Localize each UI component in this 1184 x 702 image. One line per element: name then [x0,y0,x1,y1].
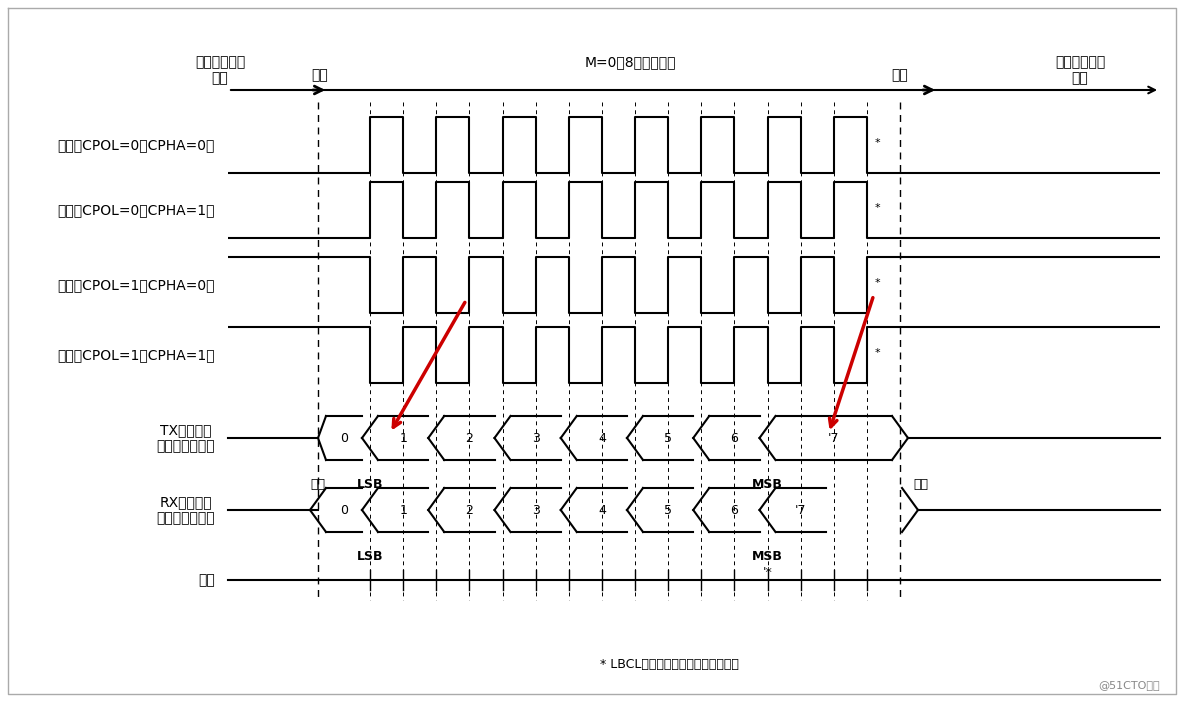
Text: '7: '7 [794,503,806,517]
Text: RX上的数据
（来自从器件）: RX上的数据 （来自从器件） [156,495,215,525]
Text: 0: 0 [340,432,348,444]
Text: 启动: 启动 [311,68,328,82]
Text: 停止: 停止 [913,478,928,491]
Text: '*: '* [762,566,772,579]
Text: *: * [875,138,881,148]
Text: 1: 1 [399,432,407,444]
Text: * LBCL位控制最后一个数据时钟脉冲: * LBCL位控制最后一个数据时钟脉冲 [600,658,739,672]
Text: 6: 6 [731,503,739,517]
Text: 时钟（CPOL=1、CPHA=1）: 时钟（CPOL=1、CPHA=1） [57,348,215,362]
Text: 6: 6 [731,432,739,444]
Text: 1: 1 [399,503,407,517]
Text: 2: 2 [465,503,474,517]
Text: '7: '7 [828,432,839,444]
Text: M=0（8个数据位）: M=0（8个数据位） [584,55,676,69]
Text: 3: 3 [532,432,540,444]
Text: 3: 3 [532,503,540,517]
Text: MSB: MSB [752,478,783,491]
Text: 空闲或上一次
发送: 空闲或上一次 发送 [195,55,245,85]
Text: 4: 4 [598,432,606,444]
Text: 时钟（CPOL=0、CPHA=1）: 时钟（CPOL=0、CPHA=1） [58,203,215,217]
Text: *: * [875,203,881,213]
Text: LSB: LSB [356,550,384,563]
Text: 2: 2 [465,432,474,444]
Text: LSB: LSB [356,478,384,491]
Text: 5: 5 [664,503,673,517]
Text: 时钟（CPOL=0、CPHA=0）: 时钟（CPOL=0、CPHA=0） [58,138,215,152]
Text: 时钟（CPOL=1、CPHA=0）: 时钟（CPOL=1、CPHA=0） [58,278,215,292]
Text: 空闲或下一次
发送: 空闲或下一次 发送 [1055,55,1105,85]
Text: *: * [875,348,881,358]
Text: MSB: MSB [752,550,783,563]
Text: *: * [875,278,881,288]
Text: 启动: 启动 [310,478,326,491]
Text: @51CTO博客: @51CTO博客 [1099,680,1160,690]
Text: TX上的数据
（来自主器件）: TX上的数据 （来自主器件） [156,423,215,453]
Text: 停止: 停止 [892,68,908,82]
Text: 5: 5 [664,432,673,444]
Text: 0: 0 [340,503,348,517]
Text: 4: 4 [598,503,606,517]
Text: 采样: 采样 [198,573,215,587]
